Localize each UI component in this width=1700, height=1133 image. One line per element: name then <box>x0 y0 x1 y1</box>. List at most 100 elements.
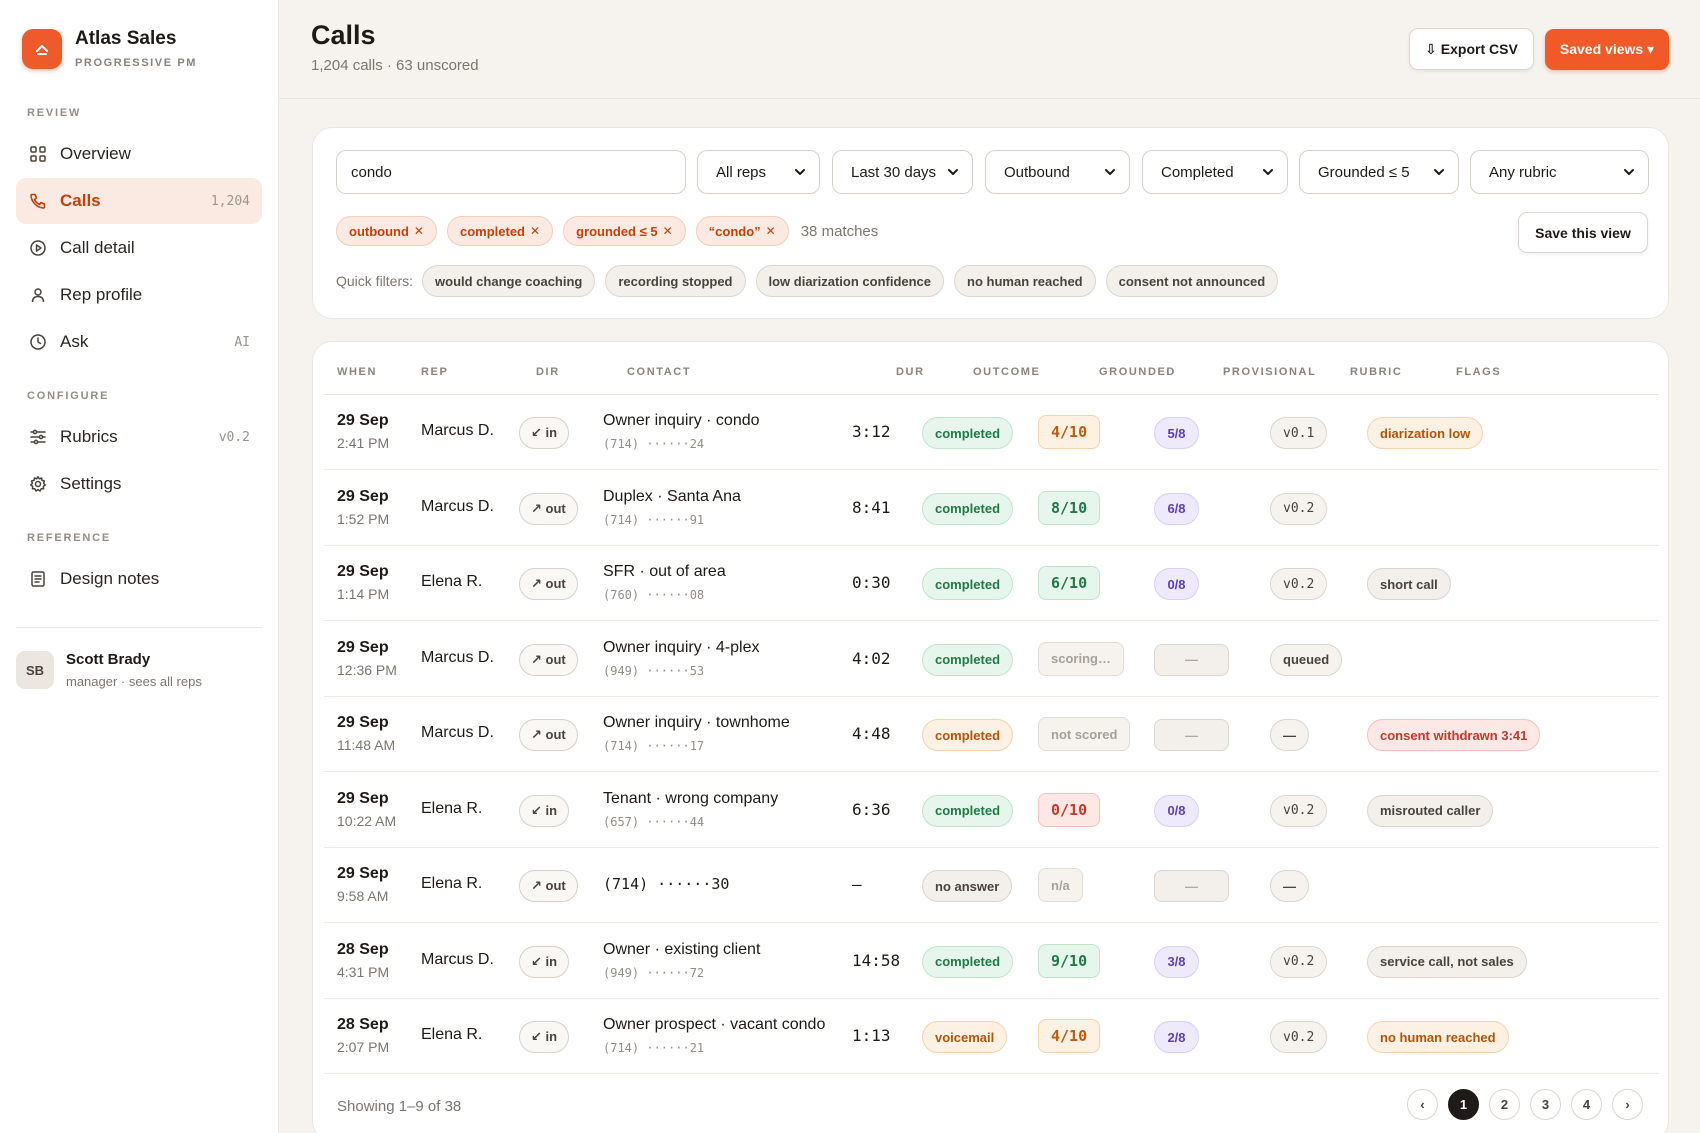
provisional-score: — <box>1154 643 1229 676</box>
outcome-badge: voicemail <box>922 1021 1008 1053</box>
chip-label: completed <box>459 223 525 239</box>
column-header-rubric[interactable]: RUBRIC <box>1350 366 1403 378</box>
quick-filter-chip[interactable]: no human reached <box>954 265 1096 297</box>
sidebar-item-settings[interactable]: Settings <box>16 461 262 507</box>
user-profile[interactable]: SB Scott Brady manager · sees all reps <box>16 651 202 689</box>
sidebar-item-label: Design notes <box>60 569 160 588</box>
call-time: 1:14 PM <box>337 586 390 602</box>
quick-filter-chip[interactable]: low diarization confidence <box>755 265 945 297</box>
call-duration: 4:02 <box>852 648 891 668</box>
page-button-3[interactable]: 3 <box>1530 1089 1561 1120</box>
sidebar-item-design-notes[interactable]: Design notes <box>16 556 262 602</box>
table-row[interactable]: 29 Sep 11:48 AM Marcus D. ↗ out Owner inquir… <box>324 697 1659 772</box>
rubric-version-badge: v0.2 <box>1270 1021 1328 1053</box>
outcome-select[interactable]: Completed <box>1142 150 1288 194</box>
filter-chip-completed[interactable]: completed ✕ <box>446 216 554 246</box>
remove-icon[interactable]: ✕ <box>662 224 673 238</box>
call-duration: 4:48 <box>852 724 891 743</box>
table-row[interactable]: 29 Sep 10:22 AM Elena R. ↙ in Tenant · wrong… <box>324 773 1659 848</box>
contact-name: Owner inquiry · condo <box>603 412 760 429</box>
column-header-rep[interactable]: REP <box>421 366 449 378</box>
next-page-button[interactable]: › <box>1612 1089 1643 1120</box>
section-label-reference: REFERENCE <box>27 532 112 544</box>
gear-icon <box>28 474 48 494</box>
quick-filter-chip[interactable]: consent not announced <box>1105 265 1279 297</box>
remove-icon[interactable]: ✕ <box>413 224 424 238</box>
sidebar-item-calls[interactable]: Calls 1,204 <box>16 178 262 224</box>
direction-select[interactable]: Outbound <box>985 150 1130 194</box>
column-header-contact[interactable]: CONTACT <box>627 366 692 378</box>
column-header-flags[interactable]: FLAGS <box>1456 366 1502 378</box>
provisional-score: 2/8 <box>1154 1021 1199 1053</box>
pagination: ‹ 1 2 3 4 › <box>1407 1089 1653 1120</box>
contact-phone: (949) ······72 <box>603 965 705 980</box>
rubric-version-badge: — <box>1270 719 1309 751</box>
contact-phone: (760) ······08 <box>603 588 705 602</box>
page-button-2[interactable]: 2 <box>1489 1089 1520 1120</box>
rubric-select[interactable]: Any rubric <box>1470 150 1649 194</box>
sidebar-item-rubrics[interactable]: Rubrics v0.2 <box>16 414 262 460</box>
direction-badge: ↙ in <box>519 417 570 449</box>
export-csv-button[interactable]: ⇩ Export CSV <box>1409 28 1534 70</box>
call-time: 12:36 PM <box>337 661 397 678</box>
save-view-button[interactable]: Save this view <box>1518 212 1648 253</box>
rubric-version-badge: queued <box>1270 643 1343 676</box>
avatar: SB <box>16 651 54 689</box>
column-header-outcome[interactable]: OUTCOME <box>973 366 1041 378</box>
grid-icon <box>28 144 48 164</box>
quick-filter-chip[interactable]: would change coaching <box>422 265 596 297</box>
quick-filter-chip[interactable]: recording stopped <box>605 265 746 297</box>
sidebar-item-version: v0.2 <box>218 429 250 445</box>
sidebar-item-label: Overview <box>60 144 131 163</box>
play-circle-icon <box>28 238 48 258</box>
outcome-badge: completed <box>922 643 1014 676</box>
grounded-select[interactable]: Grounded ≤ 5 <box>1299 150 1459 194</box>
table-row[interactable]: 29 Sep 12:36 PM Marcus D. ↗ out Owner inquir… <box>324 622 1659 697</box>
filter-chip-grounded[interactable]: grounded ≤ 5 ✕ <box>563 216 686 246</box>
table-row[interactable]: 28 Sep 4:31 PM Marcus D. ↙ in Owner · existi… <box>324 924 1659 999</box>
column-header-when[interactable]: WHEN <box>337 366 378 378</box>
table-row[interactable]: 29 Sep 9:58 AM Elena R. ↗ out (714) ······30… <box>324 848 1659 923</box>
saved-views-button[interactable]: Saved views ▾ <box>1545 29 1669 70</box>
rep-select[interactable]: All reps <box>697 150 820 194</box>
sidebar-item-ask[interactable]: Ask AI <box>16 319 262 365</box>
filter-chip-outbound[interactable]: outbound ✕ <box>336 216 437 246</box>
table-row[interactable]: 29 Sep 1:52 PM Marcus D. ↗ out Duplex · Sant… <box>324 471 1659 546</box>
remove-icon[interactable]: ✕ <box>765 224 776 238</box>
filter-chip-search[interactable]: “condo” ✕ <box>695 216 789 246</box>
page-button-1[interactable]: 1 <box>1448 1089 1479 1120</box>
sidebar-item-rep-profile[interactable]: Rep profile <box>16 272 262 318</box>
remove-icon[interactable]: ✕ <box>530 224 541 238</box>
match-count: 38 matches <box>800 222 879 240</box>
search-input[interactable] <box>336 150 686 194</box>
column-header-provisional[interactable]: PROVISIONAL <box>1223 366 1317 378</box>
contact-name: Owner prospect · vacant condo <box>603 1016 826 1033</box>
brand[interactable]: Atlas Sales PROGRESSIVE PM <box>22 28 197 69</box>
column-header-grounded[interactable]: GROUNDED <box>1099 366 1176 378</box>
direction-badge: ↗ out <box>519 870 578 902</box>
page-button-4[interactable]: 4 <box>1571 1089 1602 1120</box>
table-row[interactable]: 29 Sep 1:14 PM Elena R. ↗ out SFR · out of a… <box>324 546 1659 621</box>
date-range-select[interactable]: Last 30 days <box>832 150 973 194</box>
sidebar-item-label: Calls <box>60 191 101 210</box>
direction-badge: ↙ in <box>519 794 570 827</box>
call-duration: 6:36 <box>852 799 891 819</box>
provisional-score: — <box>1154 870 1229 902</box>
provisional-score: 6/8 <box>1154 492 1199 525</box>
sidebar-item-call-detail[interactable]: Call detail <box>16 225 262 271</box>
user-name: Scott Brady <box>66 651 151 668</box>
pagination-summary: Showing 1–9 of 38 <box>337 1098 462 1115</box>
table-row[interactable]: 28 Sep 2:07 PM Elena R. ↙ in Owner prospect … <box>324 999 1659 1074</box>
column-header-dur[interactable]: DUR <box>896 366 925 378</box>
contact-name: Owner inquiry · townhome <box>603 714 790 731</box>
table-row[interactable]: 29 Sep 2:41 PM Marcus D. ↙ in Owner inquiry … <box>324 395 1659 470</box>
sidebar-item-label: Rep profile <box>60 285 143 304</box>
rubric-version-badge: v0.2 <box>1270 945 1328 978</box>
call-date: 29 Sep <box>337 865 389 882</box>
column-header-dir[interactable]: DIR <box>536 366 560 378</box>
prev-page-button[interactable]: ‹ <box>1407 1089 1438 1120</box>
sidebar-item-overview[interactable]: Overview <box>16 131 262 177</box>
contact-phone: (714) ······91 <box>603 512 705 527</box>
chevron-down-icon <box>946 165 960 183</box>
user-role: manager · sees all reps <box>66 674 202 689</box>
